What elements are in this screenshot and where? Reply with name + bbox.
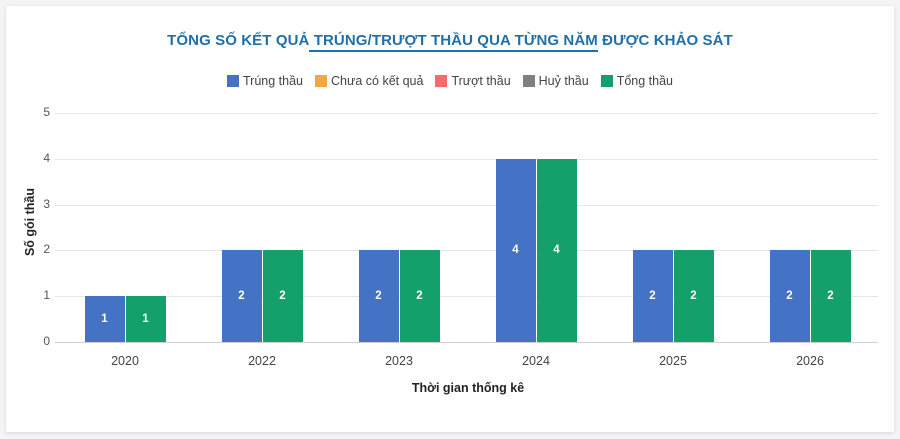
gridline [55, 113, 878, 114]
bar-value-label: 2 [375, 290, 382, 303]
legend-swatch-icon [522, 75, 535, 87]
legend-swatch-icon [315, 75, 328, 87]
legend-item[interactable]: Trúng thầu [227, 74, 303, 88]
bar[interactable]: 4 [536, 158, 577, 342]
bar-value-label: 2 [786, 290, 793, 303]
y-tick-label: 2 [43, 242, 50, 257]
title-suffix: ĐƯỢC KHẢO SÁT [597, 32, 733, 49]
bar[interactable]: 2 [673, 250, 714, 342]
gridline [55, 250, 878, 252]
bar-value-label: 2 [690, 290, 697, 303]
x-tick-label: 2022 [248, 354, 276, 368]
bar[interactable]: 1 [125, 296, 166, 342]
legend-item[interactable]: Huỷ thầu [522, 74, 589, 88]
bar[interactable]: 2 [810, 250, 851, 342]
bar[interactable]: 1 [84, 296, 125, 342]
legend-label: Chưa có kết quả [331, 74, 424, 88]
x-tick-label: 2024 [522, 354, 550, 368]
bar-value-label: 2 [827, 290, 834, 303]
bar-value-label: 4 [553, 244, 560, 257]
bar[interactable]: 2 [358, 250, 399, 342]
legend-item[interactable]: Trượt thầu [435, 74, 511, 88]
legend-swatch-icon [227, 75, 240, 87]
chart-card [6, 6, 894, 432]
bar-value-label: 1 [101, 313, 108, 326]
legend-item[interactable]: Chưa có kết quả [315, 74, 423, 88]
bar[interactable]: 2 [399, 250, 440, 342]
bar[interactable]: 2 [262, 250, 303, 342]
x-axis-label: Thời gian thống kê [411, 381, 525, 395]
y-tick-label: 4 [43, 150, 50, 165]
legend-swatch-icon [600, 75, 613, 87]
y-tick-label: 1 [43, 288, 50, 303]
legend-swatch-icon [435, 75, 448, 87]
bar[interactable]: 2 [632, 250, 673, 342]
bar-value-label: 2 [238, 290, 245, 303]
legend-label: Tổng thầu [616, 74, 673, 88]
bar[interactable]: 2 [769, 250, 810, 342]
gridline [55, 158, 878, 160]
x-tick-label: 2020 [111, 354, 139, 368]
legend-label: Trượt thầu [451, 74, 511, 88]
gridline [55, 204, 878, 206]
title-prefix: TỔNG SỐ KẾT QUẢ [167, 32, 310, 49]
x-tick-label: 2026 [796, 354, 824, 368]
bar-value-label: 4 [512, 244, 519, 257]
legend-label: Huỷ thầu [538, 74, 589, 88]
gridline [55, 342, 878, 343]
y-axis-label: Số gói thầu [23, 187, 37, 257]
gridline [55, 296, 878, 298]
bar-value-label: 2 [416, 290, 423, 303]
legend: Trúng thầu Chưa có kết quả Trượt thầu Huỷ t… [0, 74, 900, 88]
chart-title: TỔNG SỐ KẾT QUẢ TRÚNG/TRƯỢT THẦU QUA TỪN… [0, 32, 900, 52]
bar-value-label: 2 [649, 290, 656, 303]
y-tick-label: 5 [43, 105, 50, 119]
bar[interactable]: 4 [495, 158, 536, 342]
title-underlined: TRÚNG/TRƯỢT THẦU QUA TỪNG NĂM [309, 32, 598, 52]
bar-value-label: 1 [142, 313, 149, 326]
x-tick-label: 2025 [659, 354, 687, 368]
legend-label: Trúng thầu [243, 74, 304, 88]
legend-item[interactable]: Tổng thầu [600, 74, 673, 88]
y-tick-label: 0 [43, 334, 50, 348]
x-tick-label: 2023 [385, 354, 413, 368]
y-tick-label: 3 [43, 196, 50, 211]
bar[interactable]: 2 [221, 250, 262, 342]
bar-value-label: 2 [279, 290, 286, 303]
